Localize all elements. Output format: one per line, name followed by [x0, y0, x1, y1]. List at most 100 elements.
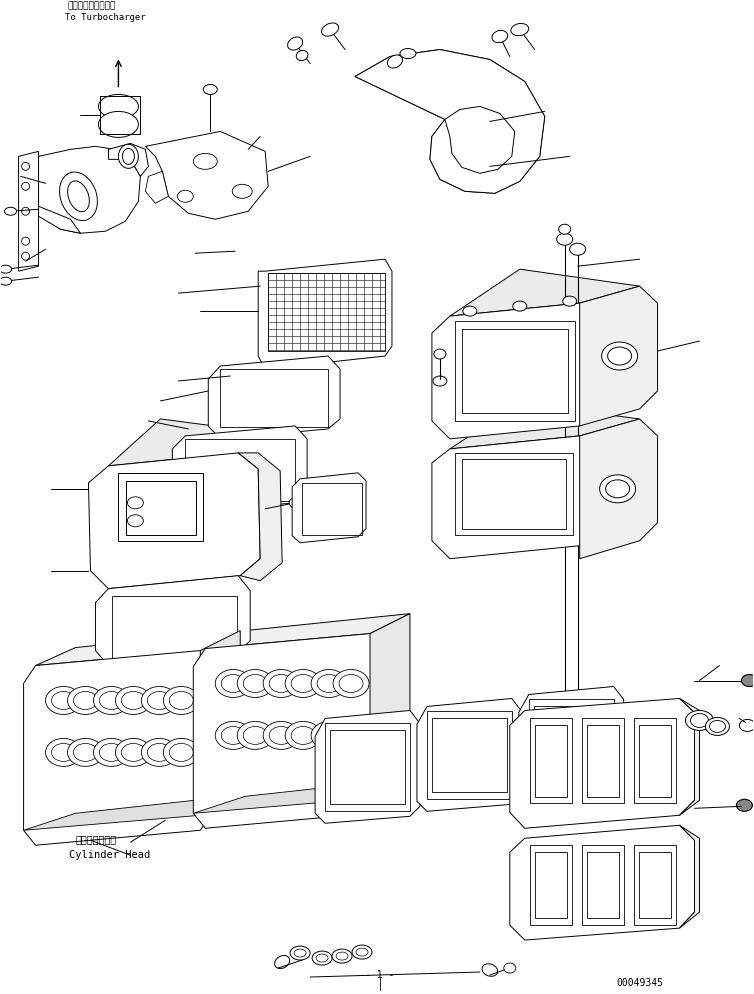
Ellipse shape: [685, 711, 713, 731]
Ellipse shape: [296, 51, 308, 61]
Ellipse shape: [93, 687, 130, 715]
Polygon shape: [35, 630, 241, 666]
Bar: [330, 731, 405, 804]
Ellipse shape: [121, 744, 146, 761]
Text: Cylinder Head: Cylinder Head: [69, 850, 150, 860]
Polygon shape: [679, 699, 700, 815]
Ellipse shape: [122, 148, 134, 164]
Polygon shape: [355, 50, 544, 193]
Ellipse shape: [263, 670, 299, 698]
Ellipse shape: [208, 664, 222, 674]
Ellipse shape: [570, 244, 586, 255]
Polygon shape: [146, 171, 168, 204]
Ellipse shape: [433, 376, 447, 386]
Ellipse shape: [150, 686, 161, 696]
Polygon shape: [238, 453, 282, 580]
Ellipse shape: [740, 720, 754, 732]
Polygon shape: [417, 699, 522, 811]
Ellipse shape: [333, 670, 369, 698]
Ellipse shape: [244, 727, 267, 745]
Bar: [639, 852, 670, 918]
Ellipse shape: [170, 692, 193, 710]
Polygon shape: [679, 825, 700, 928]
Bar: [325, 724, 410, 811]
Bar: [633, 719, 676, 803]
Polygon shape: [193, 778, 410, 813]
Bar: [587, 726, 618, 797]
Ellipse shape: [0, 265, 11, 273]
Bar: [535, 726, 567, 797]
Ellipse shape: [164, 687, 199, 715]
Ellipse shape: [556, 234, 573, 246]
Bar: [462, 329, 568, 413]
Polygon shape: [432, 303, 598, 439]
Polygon shape: [450, 269, 639, 316]
Ellipse shape: [291, 727, 315, 745]
Ellipse shape: [289, 498, 301, 508]
Polygon shape: [510, 699, 694, 828]
Bar: [462, 459, 566, 529]
Ellipse shape: [221, 675, 245, 693]
Bar: [530, 719, 572, 803]
Ellipse shape: [193, 153, 217, 169]
Ellipse shape: [238, 670, 273, 698]
Ellipse shape: [737, 799, 752, 811]
Ellipse shape: [290, 946, 310, 960]
Polygon shape: [445, 106, 515, 173]
Ellipse shape: [93, 739, 130, 766]
Text: ターボチャージャへ: ターボチャージャへ: [68, 2, 116, 11]
Ellipse shape: [238, 722, 273, 749]
Ellipse shape: [316, 954, 328, 962]
Ellipse shape: [51, 692, 75, 710]
Polygon shape: [109, 418, 290, 466]
Polygon shape: [38, 146, 140, 234]
Polygon shape: [193, 633, 380, 828]
Ellipse shape: [317, 675, 341, 693]
Ellipse shape: [127, 515, 143, 527]
Ellipse shape: [321, 23, 339, 36]
Polygon shape: [146, 131, 268, 220]
Ellipse shape: [149, 664, 162, 674]
Ellipse shape: [333, 722, 369, 749]
Bar: [268, 273, 385, 351]
Bar: [302, 483, 362, 535]
Polygon shape: [370, 613, 410, 793]
Ellipse shape: [263, 722, 299, 749]
Ellipse shape: [142, 687, 177, 715]
Ellipse shape: [22, 238, 29, 246]
Ellipse shape: [513, 301, 527, 311]
Ellipse shape: [599, 475, 636, 503]
Ellipse shape: [5, 208, 17, 216]
Bar: [639, 726, 670, 797]
Text: シリンダヘッド: シリンダヘッド: [75, 834, 117, 844]
Bar: [455, 453, 573, 535]
Polygon shape: [96, 576, 250, 666]
Ellipse shape: [741, 675, 754, 687]
Ellipse shape: [22, 208, 29, 216]
Bar: [534, 707, 608, 780]
Polygon shape: [88, 453, 260, 588]
Ellipse shape: [559, 225, 571, 235]
Ellipse shape: [327, 510, 349, 532]
Ellipse shape: [605, 480, 630, 498]
Polygon shape: [510, 825, 694, 940]
Bar: [220, 369, 328, 426]
Polygon shape: [450, 403, 639, 449]
Ellipse shape: [142, 739, 177, 766]
Ellipse shape: [602, 342, 638, 370]
Bar: [581, 719, 624, 803]
Ellipse shape: [232, 184, 252, 198]
Text: To Turbocharger: To Turbocharger: [65, 13, 145, 22]
Ellipse shape: [45, 739, 81, 766]
Ellipse shape: [710, 721, 725, 733]
Ellipse shape: [285, 670, 321, 698]
Ellipse shape: [60, 172, 97, 221]
Bar: [529, 700, 614, 787]
Ellipse shape: [691, 714, 709, 728]
Ellipse shape: [147, 692, 171, 710]
Ellipse shape: [170, 744, 193, 761]
Polygon shape: [208, 356, 340, 439]
Ellipse shape: [317, 727, 341, 745]
Bar: [633, 845, 676, 925]
Ellipse shape: [492, 31, 507, 43]
